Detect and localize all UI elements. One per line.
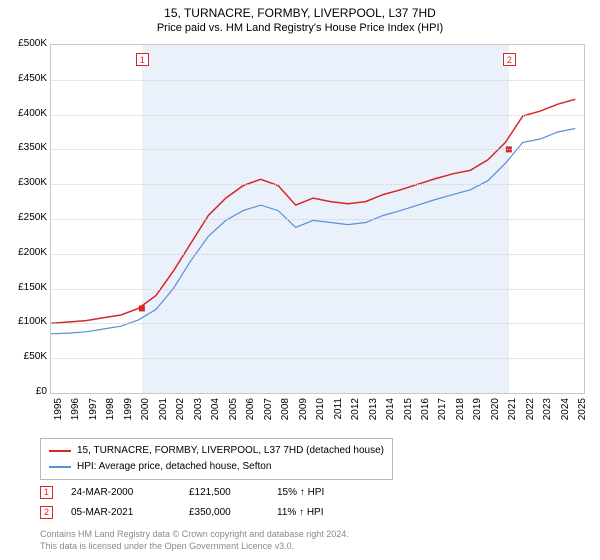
y-axis-label: £450K [3,73,47,84]
y-axis-label: £200K [3,247,47,258]
x-axis-label: 2004 [210,398,221,438]
transaction-marker: 1 [40,486,53,499]
chart-marker-point [139,305,145,311]
footer-line: Contains HM Land Registry data © Crown c… [40,528,349,540]
y-axis-label: £300K [3,177,47,188]
x-axis-label: 2016 [420,398,431,438]
chart-series-line [51,99,575,323]
x-axis-label: 2014 [385,398,396,438]
x-axis-label: 2005 [228,398,239,438]
chart-container: 15, TURNACRE, FORMBY, LIVERPOOL, L37 7HD… [0,0,600,560]
gridline [51,289,584,290]
x-axis-label: 1998 [105,398,116,438]
footer-attribution: Contains HM Land Registry data © Crown c… [40,528,349,552]
x-axis-label: 2023 [542,398,553,438]
x-axis-label: 2021 [507,398,518,438]
x-axis-label: 2022 [525,398,536,438]
legend-swatch [49,466,71,468]
footer-line: This data is licensed under the Open Gov… [40,540,349,552]
y-axis-label: £150K [3,282,47,293]
chart-series-line [51,129,575,334]
chart-title: 15, TURNACRE, FORMBY, LIVERPOOL, L37 7HD [0,0,600,20]
x-axis-label: 2019 [472,398,483,438]
transaction-price: £350,000 [189,507,259,518]
transaction-delta: 15% ↑ HPI [277,487,367,498]
legend: 15, TURNACRE, FORMBY, LIVERPOOL, L37 7HD… [40,438,393,480]
x-axis-label: 2025 [577,398,588,438]
chart-marker: 2 [503,53,516,66]
x-axis-label: 2018 [455,398,466,438]
gridline [51,184,584,185]
transaction-table: 1 24-MAR-2000 £121,500 15% ↑ HPI 2 05-MAR-202… [40,482,367,522]
x-axis-label: 2007 [263,398,274,438]
transaction-date: 24-MAR-2000 [71,487,171,498]
x-axis-label: 2015 [403,398,414,438]
x-axis-label: 2002 [175,398,186,438]
y-axis-label: £400K [3,108,47,119]
x-axis-label: 2020 [490,398,501,438]
legend-row: 15, TURNACRE, FORMBY, LIVERPOOL, L37 7HD… [49,443,384,459]
y-axis-label: £500K [3,38,47,49]
legend-label: HPI: Average price, detached house, Seft… [77,459,271,475]
gridline [51,254,584,255]
gridline [51,115,584,116]
gridline [51,358,584,359]
transaction-row: 2 05-MAR-2021 £350,000 11% ↑ HPI [40,502,367,522]
transaction-price: £121,500 [189,487,259,498]
y-axis-label: £100K [3,316,47,327]
gridline [51,149,584,150]
chart-plot-area: 12 [50,44,585,394]
x-axis-label: 2013 [368,398,379,438]
gridline [51,219,584,220]
x-axis-label: 2008 [280,398,291,438]
gridline [51,80,584,81]
legend-row: HPI: Average price, detached house, Seft… [49,459,384,475]
x-axis-label: 2001 [158,398,169,438]
chart-marker: 1 [136,53,149,66]
x-axis-label: 1999 [123,398,134,438]
y-axis-label: £350K [3,142,47,153]
legend-label: 15, TURNACRE, FORMBY, LIVERPOOL, L37 7HD… [77,443,384,459]
transaction-marker: 2 [40,506,53,519]
legend-swatch [49,450,71,452]
transaction-row: 1 24-MAR-2000 £121,500 15% ↑ HPI [40,482,367,502]
x-axis-label: 2006 [245,398,256,438]
x-axis-label: 2024 [560,398,571,438]
x-axis-label: 1995 [53,398,64,438]
y-axis-label: £250K [3,212,47,223]
y-axis-label: £0 [3,386,47,397]
transaction-delta: 11% ↑ HPI [277,507,367,518]
x-axis-label: 1996 [70,398,81,438]
x-axis-label: 2000 [140,398,151,438]
x-axis-label: 1997 [88,398,99,438]
x-axis-label: 2012 [350,398,361,438]
x-axis-label: 2017 [437,398,448,438]
x-axis-label: 2010 [315,398,326,438]
x-axis-label: 2009 [298,398,309,438]
chart-subtitle: Price paid vs. HM Land Registry's House … [0,20,600,34]
x-axis-label: 2003 [193,398,204,438]
gridline [51,323,584,324]
y-axis-label: £50K [3,351,47,362]
transaction-date: 05-MAR-2021 [71,507,171,518]
x-axis-label: 2011 [333,398,344,438]
